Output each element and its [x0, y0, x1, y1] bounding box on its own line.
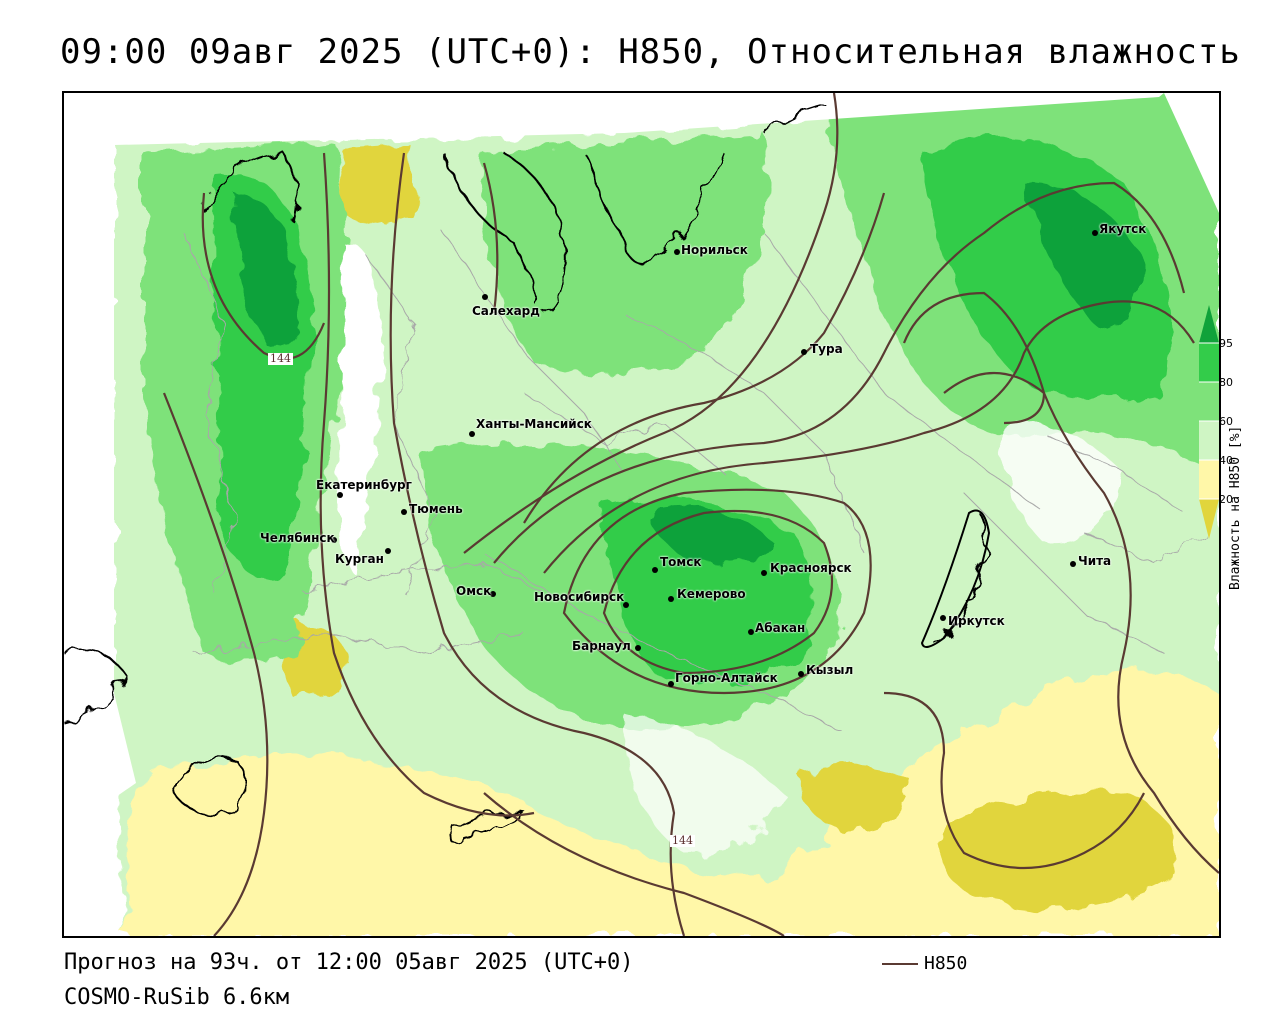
legend-tick: 20 — [1219, 493, 1233, 506]
contour-label: 144 — [268, 352, 293, 365]
city-marker — [668, 681, 674, 687]
forecast-info: Прогноз на 93ч. от 12:00 05авг 2025 (UTC… — [64, 950, 634, 975]
city-label: Тюмень — [409, 502, 463, 516]
series-legend-label: H850 — [924, 953, 968, 974]
city-marker — [801, 349, 807, 355]
city-marker — [1092, 230, 1098, 236]
city-marker — [761, 570, 767, 576]
admin-borders — [183, 232, 1205, 734]
moist-north-band — [482, 133, 768, 376]
city-marker — [748, 629, 754, 635]
moist-northeast-green — [924, 138, 1169, 402]
city-label: Тура — [810, 342, 843, 356]
h850-contours — [162, 93, 1219, 936]
city-label: Екатеринбург — [316, 478, 412, 492]
legend-colorbar — [1199, 305, 1219, 539]
city-label: Абакан — [755, 621, 806, 635]
city-marker — [401, 509, 407, 515]
outside-domain-sw — [64, 693, 136, 833]
city-label: Курган — [335, 552, 384, 566]
contour-swatch — [882, 962, 918, 965]
city-marker — [469, 431, 475, 437]
humidity-legend: 95 80 60 40 20 — [1199, 305, 1269, 595]
city-label: Омск — [456, 584, 492, 598]
series-legend: H850 — [882, 953, 967, 974]
city-marker — [482, 294, 488, 300]
city-label: Кемерово — [677, 587, 746, 601]
dry-south-yellow-2 — [802, 765, 914, 833]
legend-tick: 95 — [1219, 337, 1233, 350]
city-marker — [652, 567, 658, 573]
legend-tick: 60 — [1219, 415, 1233, 428]
moist-ural-dark — [234, 193, 299, 346]
lake-outline — [920, 509, 991, 648]
city-label: Чита — [1078, 554, 1112, 568]
legend-tick: 40 — [1219, 454, 1233, 467]
dry-south-yellow-1 — [939, 791, 1176, 909]
city-marker — [1070, 561, 1076, 567]
contour-label: 144 — [670, 834, 695, 847]
city-marker — [385, 548, 391, 554]
city-marker — [490, 591, 496, 597]
city-label: Иркутск — [948, 614, 1005, 628]
city-label: Кызыл — [806, 663, 854, 677]
city-marker — [331, 537, 337, 543]
white-gap-1 — [338, 242, 384, 573]
city-marker — [623, 602, 629, 608]
outside-domain-ne — [1164, 93, 1219, 213]
city-label: Челябинск — [260, 531, 335, 545]
humidity-field — [64, 93, 1219, 936]
city-label: Салехард — [472, 304, 540, 318]
coastlines — [64, 102, 987, 846]
city-label: Красноярск — [770, 561, 852, 575]
city-label: Новосибирск — [534, 590, 625, 604]
city-label: Барнаул — [572, 639, 631, 653]
map-area[interactable]: 144 144 Норильск Якутск Салехард Тура Ха… — [62, 91, 1221, 938]
city-marker — [668, 596, 674, 602]
map-title: 09:00 09авг 2025 (UTC+0): H850, Относите… — [60, 32, 1241, 72]
white-gap-3 — [1002, 421, 1124, 545]
city-label: Ханты-Мансийск — [476, 417, 592, 431]
city-marker — [674, 249, 680, 255]
city-label: Якутск — [1099, 222, 1147, 236]
legend-tick: 80 — [1219, 376, 1233, 389]
city-marker — [635, 645, 641, 651]
city-label: Томск — [660, 555, 702, 569]
city-label: Норильск — [681, 243, 748, 257]
dry-north-yellow — [339, 143, 419, 223]
city-marker — [940, 615, 946, 621]
white-gap-2 — [624, 713, 784, 853]
city-label: Горно-Алтайск — [675, 671, 778, 685]
city-marker — [337, 492, 343, 498]
model-info: COSMO-RuSib 6.6км — [64, 985, 290, 1010]
moist-northeast-dark — [1024, 183, 1144, 333]
legend-title: Влажность на H850 [%] — [1228, 425, 1243, 590]
city-marker — [798, 671, 804, 677]
